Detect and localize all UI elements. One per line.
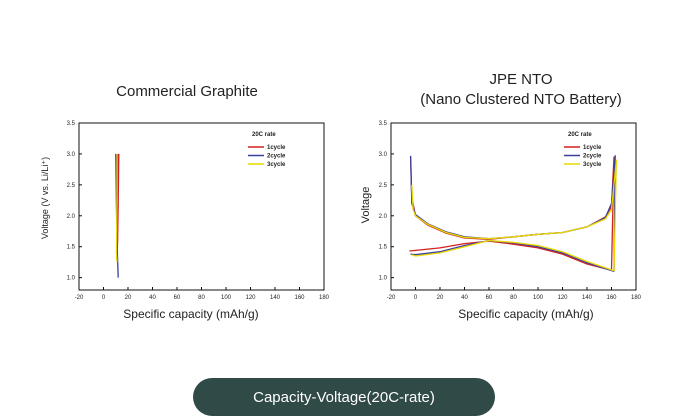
graphite-y-tick-label: 2.5 [67, 183, 76, 189]
graphite-x-tick-label: 0 [102, 295, 106, 301]
chart-title-nto: JPE NTO (Nano Clustered NTO Battery) [380, 70, 662, 110]
graphite-x-tick-label: -20 [75, 295, 84, 301]
chart-title-graphite: Commercial Graphite [116, 83, 258, 100]
graphite-legend-label-2: 2cycle [267, 154, 286, 160]
graphite-x-tick-label: 120 [245, 295, 256, 301]
graphite-plot-frame [78, 122, 325, 291]
graphite-y-tick-label: 3.5 [67, 121, 76, 127]
graphite-x-tick-label: 60 [174, 295, 181, 301]
graphite-legend-label-3: 3cycle [267, 162, 286, 168]
chart-title-nto-line2: (Nano Clustered NTO Battery) [420, 91, 622, 108]
graphite-y-tick-label: 1.0 [67, 276, 76, 282]
graphite-y-axis-label: Voltage (V vs. Li/Li⁺) [40, 157, 50, 239]
graphite-x-axis-label: Specific capacity (mAh/g) [123, 307, 258, 321]
graphite-y-tick-label: 1.5 [67, 245, 76, 251]
graphite-x-tick-label: 180 [319, 295, 330, 301]
graphite-series-line-3 [115, 153, 118, 263]
graphite-x-tick-label: 40 [149, 295, 156, 301]
graphite-legend-label-1: 1cycle [267, 145, 286, 151]
graphite-x-tick-label: 100 [221, 295, 232, 301]
graphite-x-tick-label: 140 [270, 295, 281, 301]
caption-label: Capacity-Voltage(20C-rate) [253, 388, 435, 406]
graphite-x-tick-label: 80 [198, 295, 205, 301]
caption-pill: Capacity-Voltage(20C-rate) [193, 378, 495, 416]
graphite-x-tick-label: 20 [125, 295, 132, 301]
graphite-x-tick-label: 160 [294, 295, 305, 301]
chart-title-nto-line1: JPE NTO [489, 71, 553, 88]
graphite-legend-title: 20C rate [252, 132, 276, 138]
graphite-y-tick-label: 2.0 [67, 214, 76, 220]
graphite-y-tick-label: 3.0 [67, 152, 76, 158]
